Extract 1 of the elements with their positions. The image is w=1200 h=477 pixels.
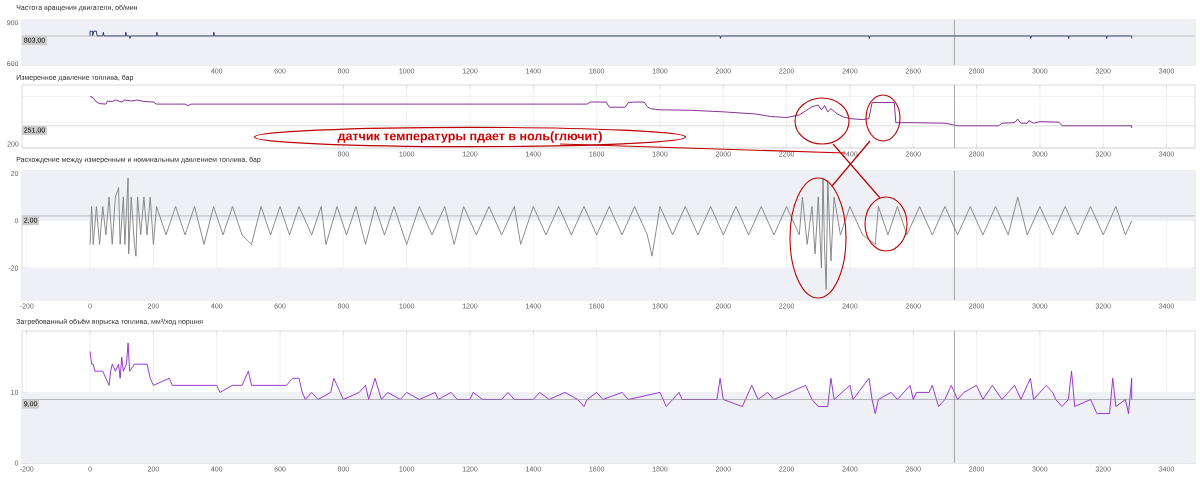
annotation: датчик температуры пдает в ноль(глючит) [337, 131, 602, 143]
